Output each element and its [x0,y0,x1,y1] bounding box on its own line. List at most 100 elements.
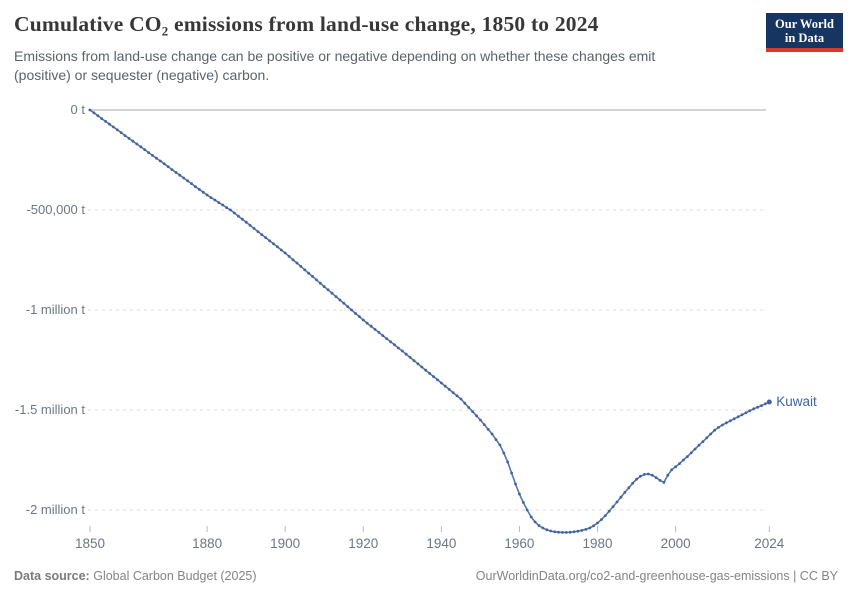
data-point [436,378,439,382]
data-point [248,224,252,227]
data-point [330,291,334,295]
x-tick-label: 1850 [74,536,106,551]
data-point [279,248,283,252]
data-point [377,331,381,334]
data-point [174,171,178,174]
data-point [139,145,143,149]
data-point [404,352,408,356]
data-point [276,245,279,249]
data-point-markers [88,108,771,534]
y-tick-label: -2 million t [25,502,85,517]
data-point [463,401,467,405]
data-point [326,288,330,292]
data-point [268,239,271,243]
data-point [717,426,720,429]
data-point [525,508,529,512]
data-point [443,384,447,388]
attribution-link[interactable]: OurWorldinData.org/co2-and-greenhouse-ga… [475,569,838,583]
data-point [229,208,232,212]
data-point [100,117,104,120]
data-point [252,227,256,230]
data-point [736,415,740,419]
data-point [744,411,748,415]
series-label-kuwait[interactable]: Kuwait [776,394,817,409]
data-point [217,201,221,205]
data-point [393,343,396,347]
kuwait-line[interactable] [89,109,770,534]
data-point [112,125,115,129]
chart-canvas[interactable] [0,0,850,560]
owid-logo-line2: in Data [784,31,825,45]
data-point [420,365,424,369]
y-tick-label: 0 t [70,102,85,117]
data-point [361,318,365,322]
data-source: Data source: Global Carbon Budget (2025) [14,569,257,583]
data-point [260,233,264,237]
data-point [721,423,724,427]
chart-plot-area[interactable]: 0 t -500,000 t -1 million t -1.5 million t -… [0,0,850,560]
x-tick-label: 1920 [348,536,379,551]
data-point [318,281,322,285]
data-point [518,492,521,496]
data-point [233,211,236,215]
data-point [287,255,291,258]
data-point [358,315,361,318]
data-point [186,179,190,183]
data-point [205,193,209,197]
data-point [533,520,537,524]
data-point [537,524,541,527]
data-point [646,472,650,476]
data-point [209,196,213,200]
data-point [400,349,404,353]
chart-title: Cumulative CO₂ emissions from land-use c… [14,12,599,36]
data-point [365,321,369,325]
data-point [529,515,533,519]
data-point [213,198,217,202]
data-point [322,285,326,288]
data-point [490,432,494,436]
data-point [764,402,767,406]
data-point [557,530,560,534]
data-point [315,278,318,282]
data-point [662,481,666,484]
data-point [596,521,599,525]
data-point [408,356,412,359]
data-point [424,368,428,372]
data-point [689,451,693,455]
data-point [471,410,474,413]
x-tick-label: 2024 [754,536,785,551]
data-point [221,203,225,207]
data-point [713,428,716,432]
data-point [541,526,545,530]
data-point [584,528,588,531]
data-point [514,482,517,486]
y-tick-label: -1 million t [25,302,85,317]
data-point [354,312,357,315]
x-tick-label: 1900 [270,536,301,551]
data-point [194,185,197,189]
line-end-dot [766,399,772,405]
data-point [553,530,556,534]
x-tick-label: 1980 [582,536,613,551]
data-point [459,397,463,401]
data-point [725,421,728,425]
data-point [311,275,314,278]
data-source-label: Data source: [14,569,90,583]
data-point [299,265,303,268]
data-point [428,372,431,375]
data-point [654,476,658,479]
data-point [486,428,490,431]
data-point [350,308,353,312]
data-point [564,531,568,534]
data-point [475,414,478,418]
data-point [432,375,435,378]
data-point [482,423,486,426]
data-point [615,500,619,504]
y-tick-label: -500,000 t [26,202,85,217]
data-point [264,236,268,240]
data-point [295,261,299,265]
data-point [479,418,482,422]
data-point [104,120,107,123]
data-point [143,148,147,152]
